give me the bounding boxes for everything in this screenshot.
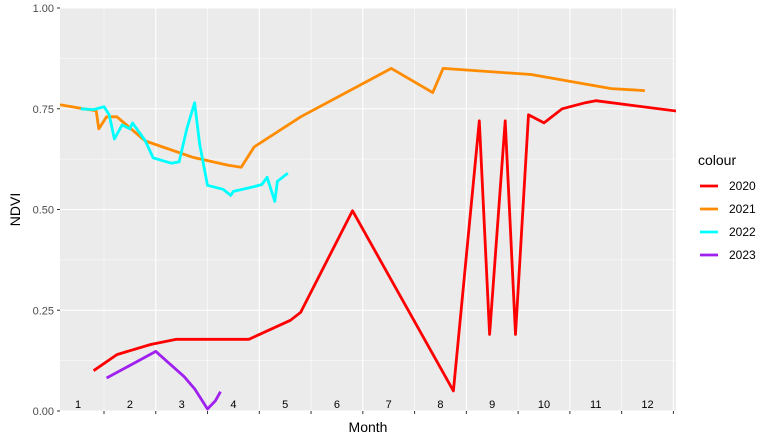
month-label: 12 (641, 399, 653, 411)
month-label: 5 (282, 399, 288, 411)
legend-item-2023: 2023 (698, 244, 756, 266)
legend-item-2021: 2021 (698, 198, 756, 220)
month-label: 3 (179, 399, 185, 411)
legend-label: 2022 (729, 225, 756, 239)
legend-label: 2021 (729, 202, 756, 216)
month-label: 8 (437, 399, 443, 411)
month-label: 7 (386, 399, 392, 411)
series-line-2020 (92, 99, 676, 393)
y-tick-label: 0.00 (33, 406, 54, 418)
series-line-2023 (105, 350, 222, 411)
legend-items: 2020 2021 2022 2023 (698, 175, 756, 266)
y-axis-title: NDVI (7, 193, 23, 226)
legend-label: 2020 (729, 179, 756, 193)
series-line-2021 (60, 67, 645, 169)
month-label: 10 (538, 399, 550, 411)
y-tick-label: 1.00 (33, 3, 54, 15)
x-axis (103, 411, 674, 414)
month-label: 6 (334, 399, 340, 411)
month-labels: 1 2 3 4 5 6 7 8 9 10 11 12 (75, 399, 654, 411)
series-lines (60, 67, 676, 411)
x-axis-title: Month (349, 419, 388, 435)
y-tick-label: 0.50 (33, 205, 54, 217)
legend-title: colour (698, 152, 736, 168)
series-line-2022 (80, 101, 289, 203)
month-label: 11 (590, 399, 601, 411)
month-label: 9 (489, 399, 495, 411)
y-tick-label: 0.25 (33, 305, 54, 317)
legend-label: 2023 (729, 248, 756, 262)
y-tick-label: 0.75 (33, 104, 54, 116)
month-label: 4 (230, 399, 236, 411)
month-label: 2 (127, 399, 133, 411)
legend-item-2020: 2020 (698, 175, 756, 197)
legend-item-2022: 2022 (698, 221, 756, 243)
y-axis: 0.00 0.25 0.50 0.75 1.00 (33, 3, 60, 418)
legend: colour 2020 2021 2022 2023 (698, 152, 756, 266)
month-label: 1 (75, 399, 81, 411)
